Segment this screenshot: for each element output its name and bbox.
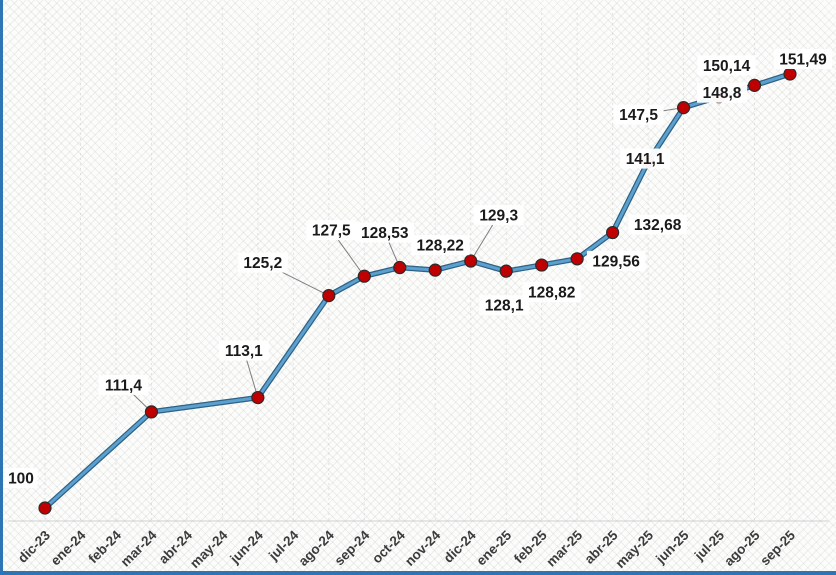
x-axis-label: jun-24: [227, 527, 267, 567]
data-label-bg: [473, 205, 524, 226]
x-axis-label: may-25: [613, 527, 657, 571]
data-label: 128,1: [485, 298, 524, 315]
x-axis-label: sep-25: [757, 527, 798, 568]
x-axis-label: nov-24: [402, 527, 444, 569]
data-label: 148,8: [703, 85, 742, 102]
data-label: 151,49: [779, 52, 827, 69]
data-label-bg: [306, 220, 357, 241]
x-axis-label: ago-24: [296, 527, 338, 569]
data-label: 150,14: [703, 58, 751, 75]
bottom-frame-accent: [0, 571, 836, 575]
data-label-bg: [697, 82, 748, 103]
data-label: 128,22: [417, 238, 464, 255]
data-point-marker: [570, 252, 584, 266]
x-axis-label: may-24: [187, 527, 231, 571]
data-label: 132,68: [634, 217, 682, 234]
data-label-bg: [697, 55, 756, 76]
data-label-bg: [586, 250, 646, 271]
data-point-marker: [783, 67, 797, 81]
data-label-bg: [355, 222, 414, 243]
data-label-bg: [237, 252, 288, 273]
data-label: 141,1: [626, 151, 665, 168]
data-point-marker: [251, 390, 265, 405]
x-axis-label: dic-24: [441, 527, 480, 566]
data-point-marker: [535, 258, 549, 272]
data-label-bg: [522, 282, 581, 303]
data-label-bg: [98, 374, 149, 395]
data-label-bg: [4, 468, 38, 488]
data-label-bg: [411, 235, 470, 256]
x-axis-label: dic-23: [15, 527, 54, 566]
data-point-marker: [144, 405, 159, 419]
data-label-bg: [218, 340, 269, 361]
data-point-marker: [428, 263, 442, 277]
data-label-bg: [620, 148, 671, 169]
x-axis-label: oct-24: [369, 527, 408, 566]
data-point-marker: [38, 501, 52, 515]
data-label: 125,2: [243, 255, 282, 272]
data-label: 127,5: [312, 223, 351, 240]
data-label-bg: [628, 214, 687, 235]
data-point-marker: [606, 225, 620, 240]
x-axis-label: mar-25: [543, 527, 585, 569]
data-point-marker: [464, 254, 478, 268]
data-point-marker: [322, 288, 336, 303]
data-label: 128,53: [361, 225, 409, 242]
data-label: 147,5: [619, 107, 658, 124]
data-label: 111,4: [105, 377, 142, 394]
data-label-bg: [479, 295, 530, 316]
x-axis-label: mar-24: [118, 527, 160, 569]
data-label-bg: [773, 49, 833, 69]
data-point-marker: [747, 78, 762, 92]
data-point-marker: [499, 264, 513, 278]
data-label: 100: [8, 471, 34, 488]
x-axis-label: ene-24: [48, 527, 89, 568]
data-label: 128,82: [528, 285, 575, 302]
data-label: 129,3: [479, 208, 518, 225]
left-frame-accent: [0, 0, 3, 575]
data-point-marker: [393, 260, 407, 275]
x-axis-label: sep-24: [332, 527, 373, 568]
series-line-outline: [42, 71, 793, 511]
x-axis-label: ene-25: [473, 527, 514, 568]
series-line: [43, 72, 792, 510]
x-axis-label: jun-25: [652, 527, 692, 567]
data-label: 113,1: [225, 343, 263, 360]
data-label-bg: [613, 104, 664, 125]
data-label: 129,56: [592, 253, 640, 270]
data-point-marker: [357, 269, 371, 283]
x-axis-label: ago-25: [721, 527, 763, 569]
data-point-marker: [676, 101, 691, 115]
